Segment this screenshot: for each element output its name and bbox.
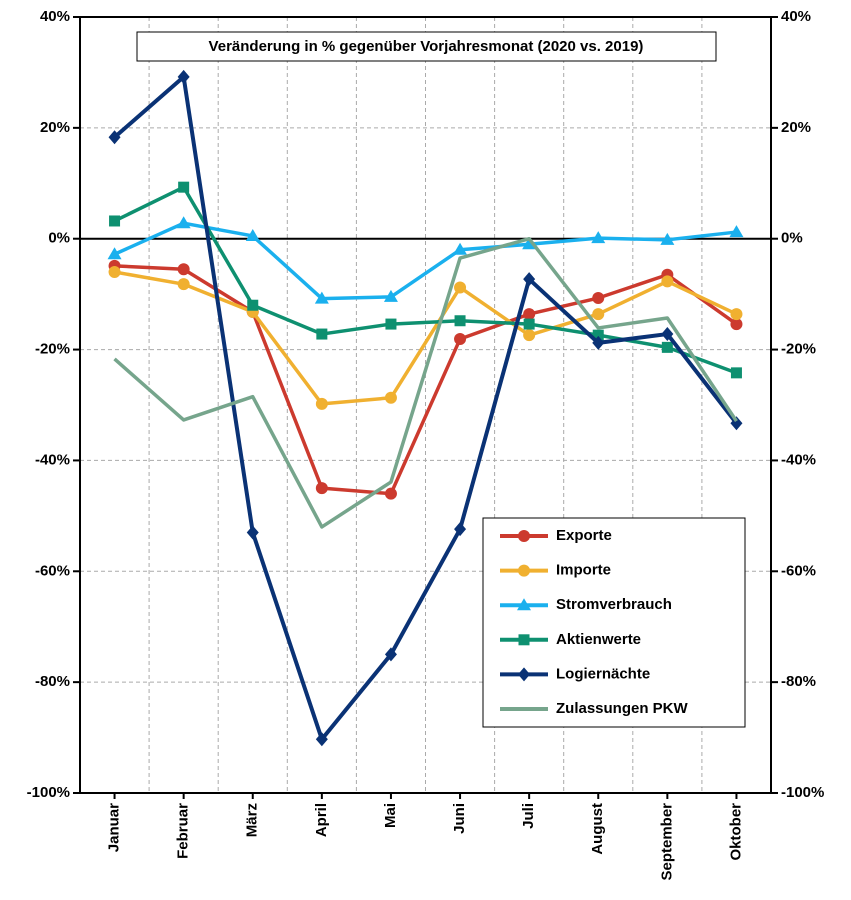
marker <box>385 318 397 330</box>
lines <box>80 69 771 747</box>
marker <box>107 247 122 260</box>
marker <box>517 598 531 611</box>
series-line <box>113 185 738 375</box>
marker <box>591 231 606 244</box>
legend-label: Exporte <box>556 527 612 544</box>
marker <box>454 333 467 346</box>
x-tick-label: Februar <box>175 803 192 859</box>
marker <box>730 367 742 379</box>
marker <box>661 327 674 342</box>
series-line <box>114 264 738 496</box>
y2-tick-label: -60% <box>781 562 816 579</box>
legend-label: Zulassungen PKW <box>556 700 689 717</box>
y2-tick-label: -20% <box>781 341 816 358</box>
marker <box>315 397 328 410</box>
marker <box>247 299 259 311</box>
y2-tick-label: 0% <box>781 230 803 247</box>
x-tick-label: September <box>658 803 675 881</box>
marker <box>592 292 605 305</box>
y-tick-label: -40% <box>35 451 70 468</box>
marker <box>523 329 536 342</box>
marker <box>177 263 190 276</box>
y-tick-label: 40% <box>40 8 70 25</box>
y-tick-label: 0% <box>48 230 70 247</box>
y2-tick-label: -100% <box>781 784 824 801</box>
series-line <box>113 74 739 742</box>
marker <box>518 634 530 646</box>
marker <box>729 225 744 238</box>
marker <box>518 530 530 542</box>
marker <box>384 391 397 404</box>
x-tick-label: April <box>313 803 330 837</box>
legend-box <box>482 517 746 728</box>
marker <box>314 291 329 304</box>
marker <box>523 272 536 287</box>
series-line <box>113 221 737 301</box>
marker <box>454 315 466 327</box>
marker <box>177 278 190 291</box>
marker <box>453 242 468 255</box>
marker <box>518 667 530 682</box>
marker <box>730 416 743 431</box>
marker <box>523 308 536 321</box>
title-box <box>136 31 717 62</box>
marker <box>109 215 121 227</box>
marker <box>178 181 190 193</box>
x-tick-label: Mai <box>382 803 399 828</box>
y2-tick-label: 40% <box>781 8 811 25</box>
legend-label: Importe <box>556 562 611 579</box>
x-tick-label: Juni <box>451 803 468 834</box>
marker <box>384 647 397 662</box>
legend-label: Aktienwerte <box>556 631 641 648</box>
marker <box>316 328 328 340</box>
marker <box>177 69 190 84</box>
marker <box>245 228 260 241</box>
marker <box>176 216 191 229</box>
marker <box>315 732 328 747</box>
y-tick-label: -20% <box>35 341 70 358</box>
y-tick-label: -80% <box>35 673 70 690</box>
x-tick-label: Oktober <box>727 803 744 861</box>
marker <box>383 289 398 302</box>
marker <box>523 318 535 330</box>
marker <box>315 482 328 495</box>
marker <box>660 232 675 245</box>
plot-frame <box>79 16 772 794</box>
legend-label: Logiernächte <box>556 665 650 682</box>
y2-tick-label: -80% <box>781 673 816 690</box>
y2-tick-label: 20% <box>781 119 811 136</box>
x-tick-label: März <box>244 803 261 837</box>
marker <box>454 281 467 294</box>
marker <box>730 318 743 331</box>
marker <box>592 329 604 341</box>
x-tick-label: Juli <box>520 803 537 829</box>
marker <box>730 308 743 321</box>
marker <box>522 237 537 250</box>
marker <box>592 335 605 350</box>
y2-tick-label: -40% <box>781 451 816 468</box>
marker <box>661 275 674 288</box>
marker <box>108 130 121 145</box>
series-line <box>113 236 738 529</box>
y-tick-label: -100% <box>27 784 70 801</box>
marker <box>454 522 467 537</box>
marker <box>108 265 121 278</box>
chart-title: Veränderung in % gegenüber Vorjahresmona… <box>209 38 644 55</box>
marker <box>592 308 605 321</box>
x-tick-label: August <box>589 803 606 855</box>
marker <box>246 525 259 540</box>
y-tick-label: -60% <box>35 562 70 579</box>
legend-label: Stromverbrauch <box>556 596 672 613</box>
x-tick-label: Januar <box>106 803 123 852</box>
marker <box>384 487 397 500</box>
marker <box>661 341 673 353</box>
marker <box>518 564 530 577</box>
y-tick-label: 20% <box>40 119 70 136</box>
